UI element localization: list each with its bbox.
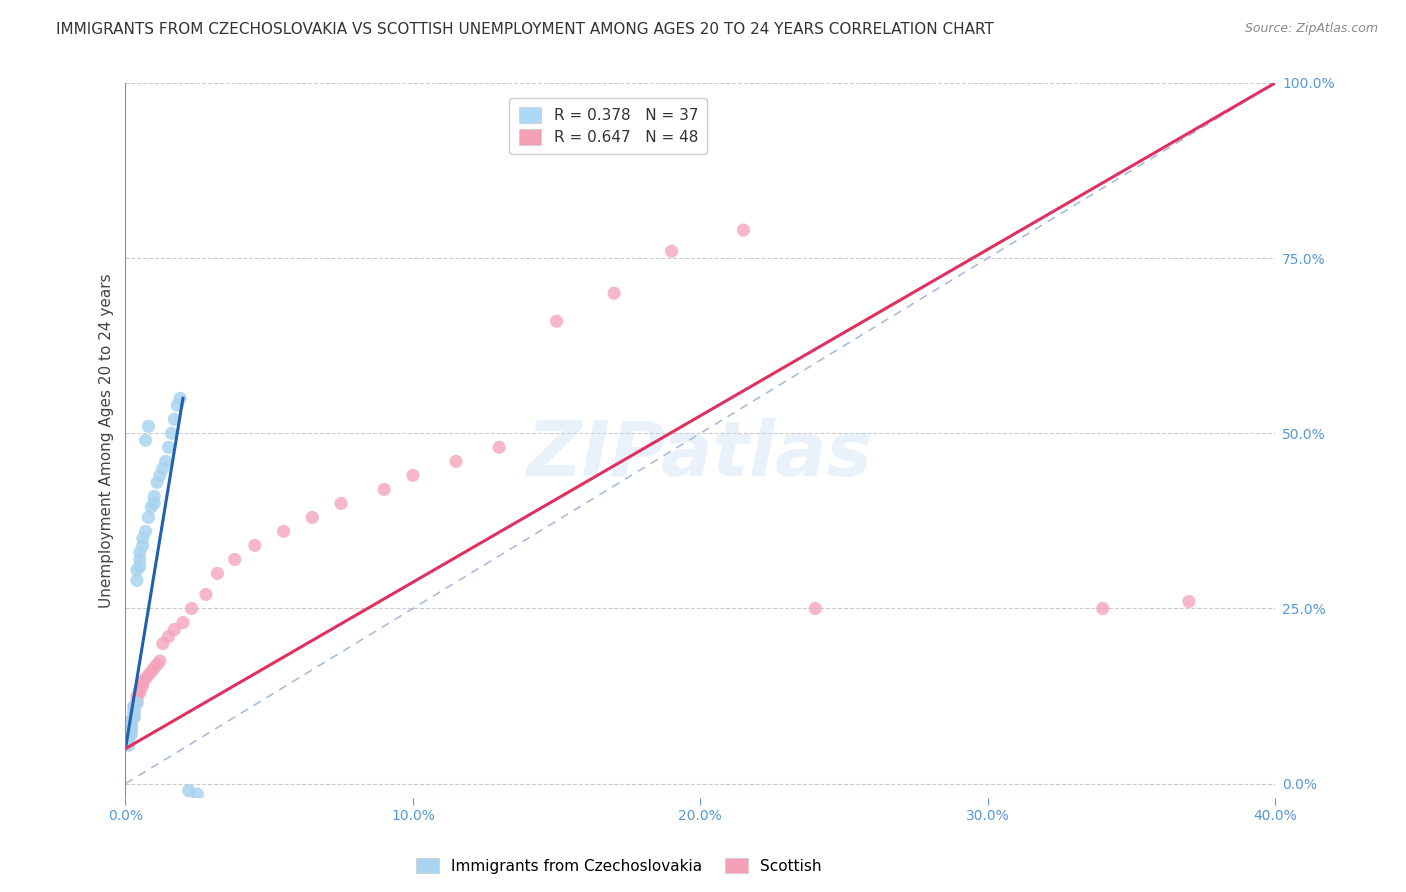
Point xyxy=(117,738,139,752)
Point xyxy=(128,681,150,696)
Point xyxy=(122,706,145,721)
Point xyxy=(488,440,510,454)
Point xyxy=(117,738,139,752)
Point xyxy=(128,559,150,574)
Point xyxy=(120,714,142,728)
Point xyxy=(224,552,246,566)
Point xyxy=(122,710,145,724)
Point xyxy=(143,661,166,675)
Point xyxy=(141,665,163,679)
Point xyxy=(546,314,568,328)
Point xyxy=(146,475,169,490)
Point xyxy=(169,391,191,405)
Legend: Immigrants from Czechoslovakia, Scottish: Immigrants from Czechoslovakia, Scottish xyxy=(409,852,828,880)
Point xyxy=(152,636,174,650)
Point xyxy=(135,524,157,539)
Point xyxy=(138,419,160,434)
Point xyxy=(122,703,145,717)
Point xyxy=(132,675,155,690)
Point xyxy=(117,731,139,745)
Point xyxy=(172,615,194,630)
Point xyxy=(330,496,353,510)
Point xyxy=(120,717,142,731)
Point xyxy=(122,703,145,717)
Point xyxy=(1178,594,1201,608)
Point xyxy=(301,510,323,524)
Point xyxy=(128,685,150,699)
Point xyxy=(402,468,425,483)
Point xyxy=(138,668,160,682)
Point xyxy=(117,731,139,745)
Y-axis label: Unemployment Among Ages 20 to 24 years: Unemployment Among Ages 20 to 24 years xyxy=(100,273,114,607)
Point xyxy=(117,734,139,748)
Point xyxy=(373,483,395,497)
Point xyxy=(128,552,150,566)
Point xyxy=(125,696,148,710)
Point xyxy=(125,563,148,577)
Point xyxy=(128,545,150,559)
Point xyxy=(733,223,755,237)
Point xyxy=(444,454,467,468)
Point xyxy=(120,728,142,742)
Point xyxy=(166,398,188,412)
Point xyxy=(804,601,827,615)
Point xyxy=(243,538,266,552)
Point xyxy=(117,728,139,742)
Point xyxy=(120,717,142,731)
Point xyxy=(132,532,155,546)
Point xyxy=(155,454,177,468)
Point xyxy=(120,721,142,735)
Point xyxy=(135,434,157,448)
Point xyxy=(120,721,142,735)
Point xyxy=(135,672,157,686)
Point xyxy=(180,601,202,615)
Point xyxy=(661,244,683,259)
Point xyxy=(143,489,166,503)
Point xyxy=(120,724,142,739)
Point xyxy=(125,692,148,706)
Point xyxy=(160,426,183,441)
Text: Source: ZipAtlas.com: Source: ZipAtlas.com xyxy=(1244,22,1378,36)
Point xyxy=(163,623,186,637)
Point xyxy=(157,440,180,454)
Legend: R = 0.378   N = 37, R = 0.647   N = 48: R = 0.378 N = 37, R = 0.647 N = 48 xyxy=(509,98,707,154)
Text: ZIPatlas: ZIPatlas xyxy=(527,417,873,491)
Point xyxy=(146,657,169,672)
Point xyxy=(149,654,172,668)
Point xyxy=(138,510,160,524)
Point xyxy=(273,524,295,539)
Text: IMMIGRANTS FROM CZECHOSLOVAKIA VS SCOTTISH UNEMPLOYMENT AMONG AGES 20 TO 24 YEAR: IMMIGRANTS FROM CZECHOSLOVAKIA VS SCOTTI… xyxy=(56,22,994,37)
Point xyxy=(122,699,145,714)
Point xyxy=(186,787,208,801)
Point xyxy=(132,679,155,693)
Point xyxy=(141,500,163,514)
Point xyxy=(122,710,145,724)
Point xyxy=(117,734,139,748)
Point xyxy=(152,461,174,475)
Point xyxy=(132,538,155,552)
Point xyxy=(143,496,166,510)
Point xyxy=(207,566,229,581)
Point xyxy=(149,468,172,483)
Point xyxy=(194,587,217,601)
Point xyxy=(157,630,180,644)
Point xyxy=(122,706,145,721)
Point xyxy=(163,412,186,426)
Point xyxy=(603,286,626,301)
Point xyxy=(1091,601,1114,615)
Point xyxy=(122,699,145,714)
Point xyxy=(125,689,148,703)
Point xyxy=(125,696,148,710)
Point xyxy=(125,574,148,588)
Point xyxy=(120,714,142,728)
Point xyxy=(177,783,200,797)
